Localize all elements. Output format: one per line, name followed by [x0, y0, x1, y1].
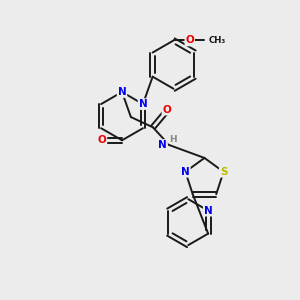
Text: O: O: [162, 105, 171, 115]
Text: S: S: [220, 167, 227, 177]
Text: N: N: [204, 206, 212, 216]
Text: H: H: [169, 134, 176, 143]
Text: O: O: [185, 35, 194, 46]
Text: O: O: [98, 135, 106, 145]
Text: N: N: [118, 87, 126, 97]
Text: N: N: [181, 167, 190, 177]
Text: N: N: [158, 140, 167, 150]
Text: N: N: [139, 99, 147, 109]
Text: CH₃: CH₃: [209, 36, 226, 45]
